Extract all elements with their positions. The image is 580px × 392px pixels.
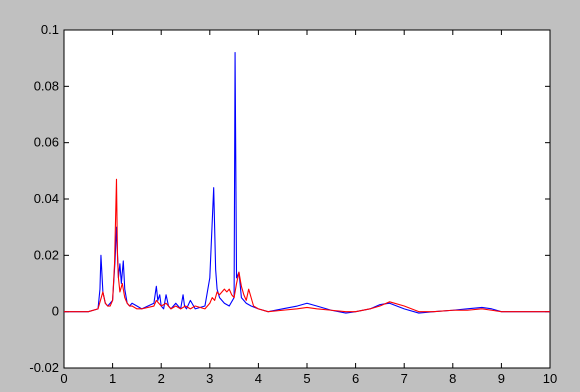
y-tick-label: -0.02 <box>29 360 59 375</box>
y-tick-label: 0.08 <box>34 78 59 93</box>
y-tick-label: 0.1 <box>41 22 59 37</box>
y-tick-label: 0.04 <box>34 191 59 206</box>
x-tick-label: 4 <box>255 371 262 386</box>
plot-area <box>63 29 551 369</box>
x-tick-label: 7 <box>401 371 408 386</box>
x-tick-label: 3 <box>206 371 213 386</box>
y-tick-label: 0.02 <box>34 247 59 262</box>
x-tick-label: 8 <box>449 371 456 386</box>
x-tick-label: 5 <box>303 371 310 386</box>
y-tick-label: 0.06 <box>34 135 59 150</box>
data-series <box>64 51 550 314</box>
series-line-2 <box>64 178 550 313</box>
x-tick-label: 10 <box>543 371 557 386</box>
y-tick-label: 0 <box>52 304 59 319</box>
x-tick-label: 2 <box>158 371 165 386</box>
x-tick-label: 6 <box>352 371 359 386</box>
x-tick-label: 0 <box>60 371 67 386</box>
x-tick-label: 9 <box>498 371 505 386</box>
x-tick-label: 1 <box>109 371 116 386</box>
